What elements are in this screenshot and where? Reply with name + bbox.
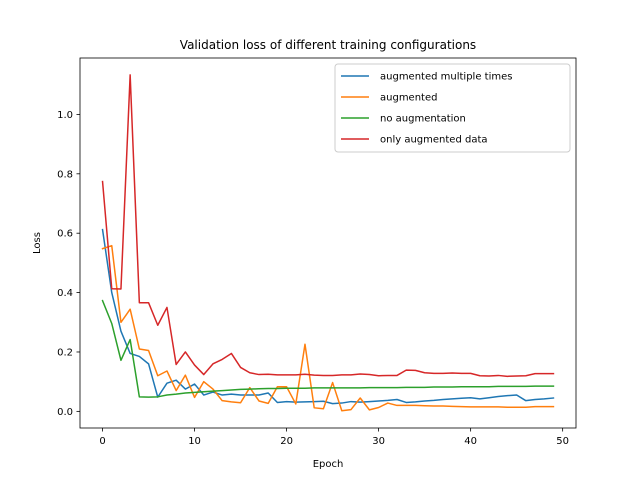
series-line-1 xyxy=(101,228,555,405)
chart-title: Validation loss of different training co… xyxy=(180,38,476,52)
series-lines xyxy=(101,74,555,412)
y-tick-label: 0.0 xyxy=(57,407,73,418)
y-axis-label: Loss xyxy=(32,232,43,254)
x-tick-label: 0 xyxy=(99,436,105,447)
y-tick-label: 0.4 xyxy=(57,288,73,299)
y-tick-label: 0.8 xyxy=(57,169,73,180)
x-tick-label: 40 xyxy=(464,436,477,447)
legend-label-3: no augmentation xyxy=(380,114,466,125)
legend-box xyxy=(334,63,571,153)
x-tick-label: 30 xyxy=(372,436,385,447)
x-axis-ticks: 0 10 20 30 40 50 xyxy=(99,428,569,447)
y-tick-label: 0.2 xyxy=(57,347,73,358)
axes-frame xyxy=(79,57,577,429)
plot-area xyxy=(79,57,577,429)
series-line-4 xyxy=(101,74,555,378)
series-line-3 xyxy=(101,299,555,398)
x-tick-label: 50 xyxy=(556,436,569,447)
y-tick-label: 0.6 xyxy=(57,229,73,240)
legend: augmented multiple times augmented no augm… xyxy=(334,63,571,153)
legend-label-4: only augmented data xyxy=(380,135,488,146)
series-line-2 xyxy=(101,244,555,412)
legend-label-1: augmented multiple times xyxy=(380,72,512,83)
x-tick-label: 10 xyxy=(188,436,201,447)
y-axis-ticks: 0.0 0.2 0.4 0.6 0.8 1.0 xyxy=(57,110,80,418)
legend-label-2: augmented xyxy=(380,93,437,104)
x-tick-label: 20 xyxy=(280,436,293,447)
x-axis-label: Epoch xyxy=(313,459,344,470)
y-tick-label: 1.0 xyxy=(57,110,73,121)
